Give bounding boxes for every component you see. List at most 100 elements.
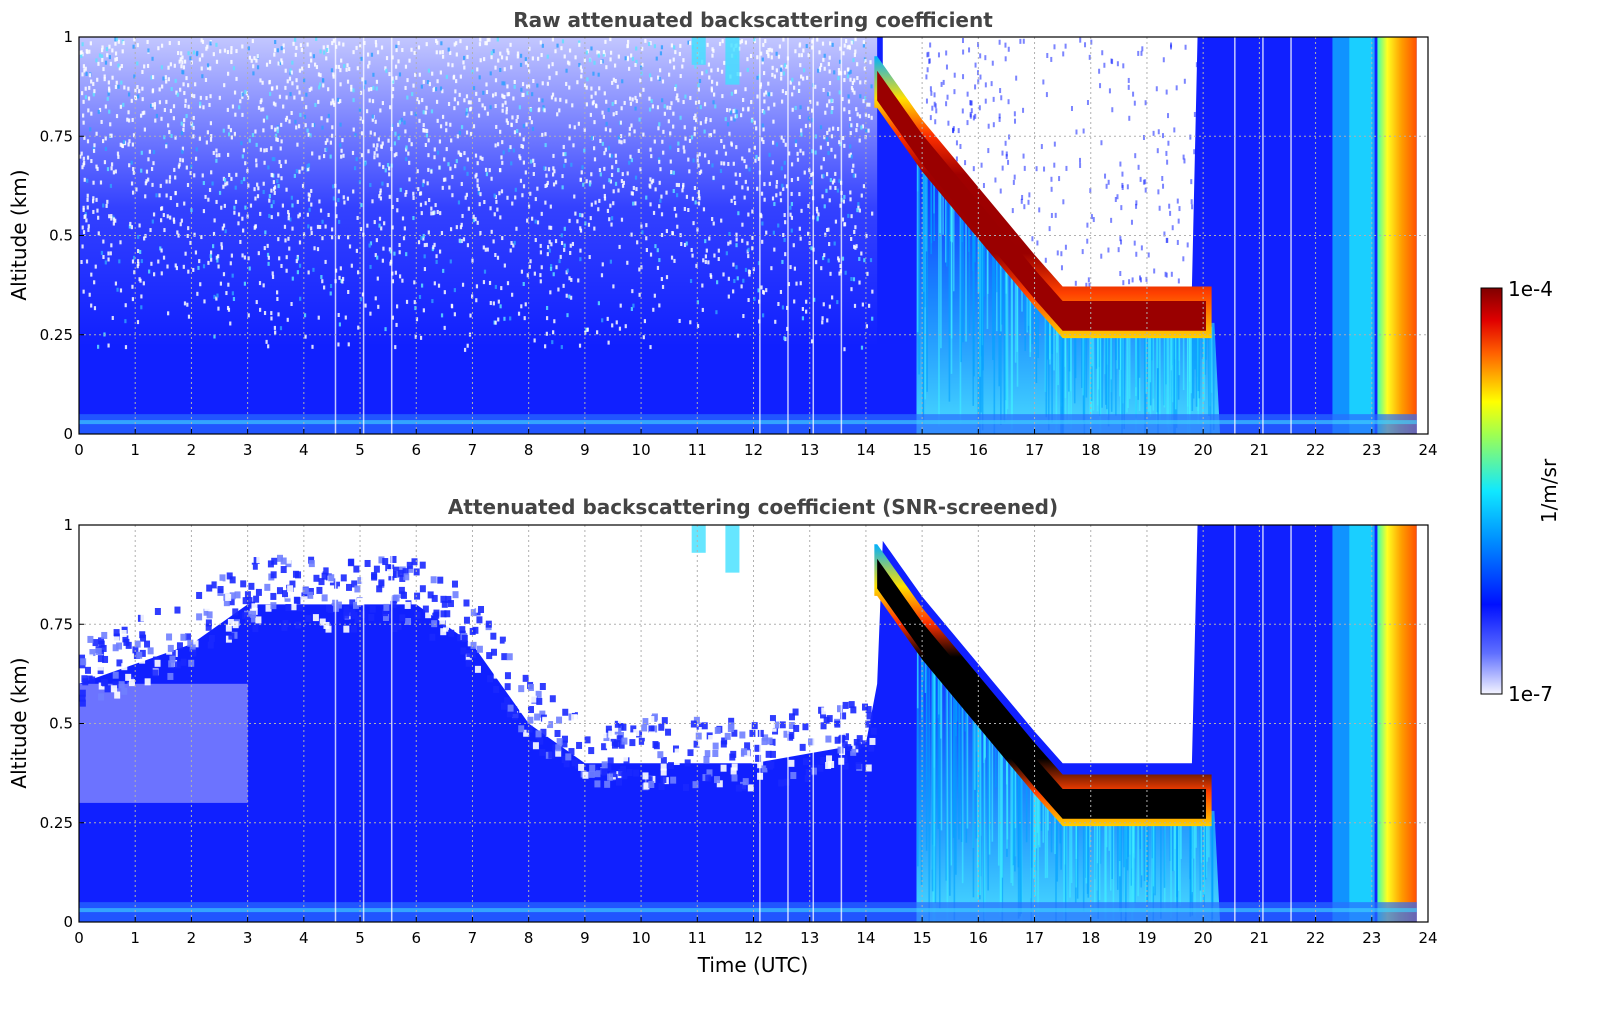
boundary-streak	[1025, 772, 1028, 843]
boundary-streak	[1064, 814, 1067, 922]
noise-pixel	[273, 190, 276, 195]
noise-pixel	[395, 322, 398, 327]
noise-pixel	[853, 303, 857, 308]
noise-pixel	[378, 223, 381, 228]
noise-pixel	[768, 152, 771, 157]
noise-pixel	[789, 212, 792, 217]
noise-pixel	[974, 84, 977, 90]
x-tick-label: 4	[299, 929, 309, 947]
noise-pixel	[367, 87, 371, 92]
noise-pixel	[729, 110, 732, 115]
noise-pixel	[326, 118, 329, 123]
noise-pixel	[1139, 176, 1142, 182]
noise-pixel	[93, 280, 96, 285]
noise-pixel	[602, 52, 605, 57]
noise-pixel	[619, 303, 622, 308]
noise-pixel	[277, 184, 280, 189]
noise-pixel	[166, 264, 169, 269]
noise-pixel	[773, 202, 776, 207]
edge-pixel	[265, 604, 272, 612]
noise-pixel	[1098, 68, 1101, 74]
edge-pixel	[540, 728, 547, 736]
noise-pixel	[297, 214, 300, 219]
noise-pixel	[258, 281, 262, 286]
noise-pixel	[350, 263, 353, 268]
noise-pixel	[831, 180, 835, 185]
edge-pixel	[638, 737, 645, 745]
noise-pixel	[614, 79, 617, 84]
edge-pixel	[720, 764, 727, 772]
noise-pixel	[507, 92, 511, 97]
noise-pixel	[453, 97, 456, 102]
noise-pixel	[187, 51, 190, 56]
noise-pixel	[730, 198, 733, 203]
edge-pixel	[658, 723, 665, 731]
boundary-streak	[1116, 326, 1118, 369]
noise-pixel	[1062, 199, 1065, 205]
noise-pixel	[712, 221, 715, 226]
noise-pixel	[308, 87, 311, 92]
noise-pixel	[143, 236, 146, 241]
noise-pixel	[577, 121, 580, 126]
noise-pixel	[834, 154, 837, 159]
noise-pixel	[83, 177, 86, 182]
noise-pixel	[634, 201, 637, 206]
edge-pixel	[390, 600, 397, 608]
noise-pixel	[406, 95, 409, 100]
noise-pixel	[827, 62, 830, 67]
noise-pixel	[150, 103, 153, 108]
noise-pixel	[192, 267, 195, 272]
noise-pixel	[962, 74, 965, 80]
noise-pixel	[319, 73, 322, 78]
edge-pixel	[343, 611, 350, 619]
noise-pixel	[177, 233, 180, 238]
cloud-core	[877, 70, 1206, 331]
noise-pixel	[761, 60, 764, 65]
noise-pixel	[790, 162, 794, 167]
edge-pixel	[270, 602, 277, 610]
noise-pixel	[726, 108, 729, 113]
noise-pixel	[854, 37, 857, 42]
noise-pixel	[1193, 149, 1196, 155]
noise-pixel	[477, 190, 480, 195]
edge-pixel	[490, 648, 497, 656]
noise-pixel	[306, 212, 310, 217]
noise-pixel	[270, 86, 274, 91]
noise-pixel	[499, 304, 502, 309]
noise-pixel	[523, 316, 526, 321]
noise-pixel	[499, 68, 502, 73]
noise-pixel	[1117, 247, 1120, 253]
noise-pixel	[626, 171, 629, 176]
noise-pixel	[992, 96, 995, 102]
noise-pixel	[772, 230, 775, 235]
noise-pixel	[1092, 217, 1095, 223]
noise-pixel	[247, 183, 250, 188]
noise-pixel	[612, 112, 615, 117]
noise-pixel	[432, 88, 435, 93]
noise-pixel	[317, 315, 320, 320]
noise-pixel	[280, 139, 283, 144]
edge-pixel	[112, 644, 119, 652]
noise-pixel	[579, 257, 582, 262]
edge-pixel	[244, 591, 251, 599]
noise-pixel	[369, 264, 372, 269]
edge-pixel	[841, 754, 848, 762]
noise-pixel	[645, 223, 648, 228]
noise-pixel	[202, 209, 206, 214]
noise-pixel	[190, 208, 193, 213]
noise-pixel	[715, 81, 719, 86]
noise-pixel	[255, 300, 258, 305]
noise-pixel	[187, 104, 190, 109]
noise-pixel	[552, 182, 556, 187]
edge-pixel	[486, 652, 493, 660]
edge-pixel	[687, 749, 694, 757]
x-tick-label: 12	[744, 441, 763, 459]
edge-pixel	[289, 580, 296, 588]
noise-pixel	[310, 86, 313, 91]
noise-pixel	[453, 288, 456, 293]
noise-pixel	[179, 87, 182, 92]
noise-pixel	[756, 186, 759, 191]
boundary-streak	[1056, 807, 1059, 882]
noise-pixel	[955, 140, 958, 146]
noise-pixel	[757, 156, 760, 161]
